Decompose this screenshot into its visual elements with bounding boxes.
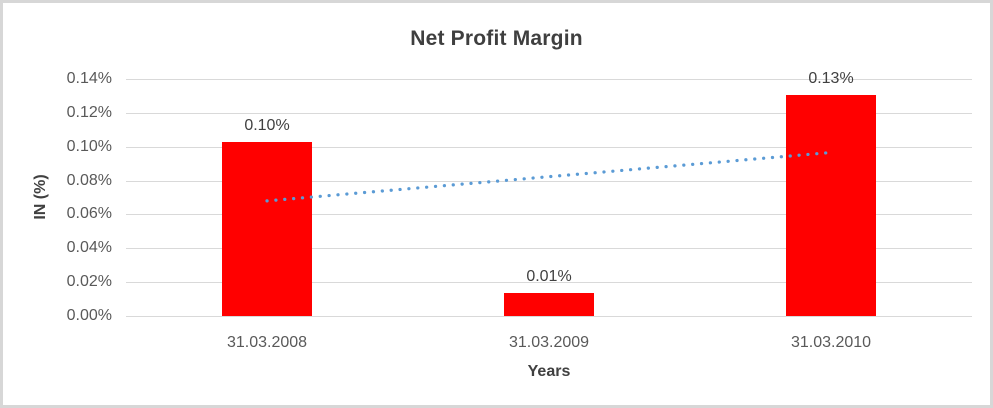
- bar-31.03.2008: [222, 142, 312, 316]
- bar-data-label: 0.01%: [526, 268, 572, 286]
- trendline-layer: [265, 150, 833, 203]
- chart-title: Net Profit Margin: [410, 27, 583, 50]
- gridline: [126, 112, 972, 114]
- y-axis-tick-label: 0.02%: [66, 273, 112, 291]
- gridline: [126, 316, 972, 317]
- gridline: [126, 180, 972, 182]
- y-axis-tick-label: 0.08%: [66, 171, 112, 189]
- y-axis-tick-label: 0.04%: [66, 239, 112, 257]
- bar-31.03.2009: [504, 293, 594, 316]
- y-axis-tick-label: 0.06%: [66, 205, 112, 223]
- gridline: [126, 248, 972, 250]
- x-axis-title: Years: [527, 363, 571, 380]
- bar-data-label: 0.10%: [244, 117, 290, 135]
- bar-31.03.2010: [786, 95, 876, 316]
- gridline: [126, 282, 972, 284]
- y-axis-tick-label: 0.00%: [66, 307, 112, 324]
- bar-data-label: 0.13%: [808, 70, 854, 88]
- y-axis-tick-label: 0.14%: [66, 70, 112, 87]
- gridline: [126, 146, 972, 148]
- x-axis-tick-label: 31.03.2010: [790, 334, 872, 351]
- y-axis-tick-label: 0.10%: [66, 137, 112, 155]
- gridline: [126, 79, 972, 80]
- linear-trendline: [265, 150, 833, 203]
- gridline: [126, 214, 972, 216]
- y-axis-tick-label: 0.12%: [66, 103, 112, 121]
- x-axis-tick-label: 31.03.2009: [508, 334, 590, 351]
- plot-area: [126, 79, 972, 317]
- x-axis-tick-label: 31.03.2008: [226, 334, 308, 351]
